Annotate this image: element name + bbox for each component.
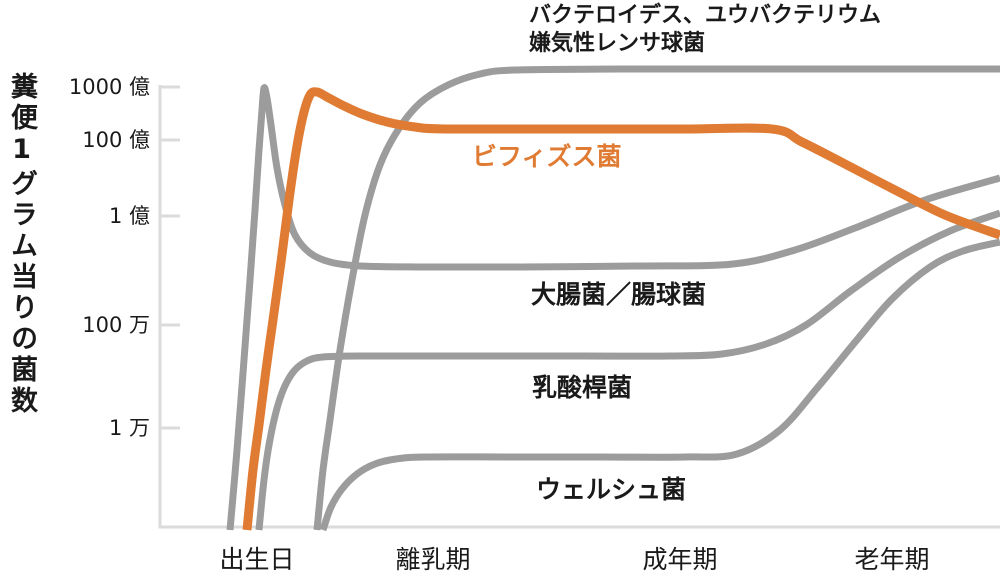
x-label-weaning: 離乳期 <box>395 545 471 574</box>
y-tick-label-1oku: 1 億 <box>108 204 150 228</box>
y-axis-title: 糞便1グラム当りの菌数 <box>6 72 37 417</box>
y-tick-label-100man: 100 万 <box>82 313 150 337</box>
series-label-ecoli: 大腸菌／腸球菌 <box>531 280 706 309</box>
series-label-bifidus: ビフィズス菌 <box>472 142 622 171</box>
series-line-welchii <box>319 238 1000 532</box>
annotation-line: バクテロイデス、ユウバクテリウム <box>529 3 882 28</box>
annotation-line: 嫌気性レンサ球菌 <box>529 31 706 56</box>
annotation-line: 乳酸桿菌 <box>532 373 633 402</box>
series-label-lactobacilli: 乳酸桿菌 <box>532 373 632 402</box>
annotation-line: ビフィズス菌 <box>472 142 622 171</box>
series-line-bacteroides <box>313 65 1000 531</box>
x-label-adulthood: 成年期 <box>642 545 718 574</box>
annotation-line: 大腸菌／腸球菌 <box>531 280 707 309</box>
y-tick-label-1man: 1 万 <box>108 416 150 440</box>
x-label-birth: 出生日 <box>219 545 295 574</box>
series-line-ecoli-enterococci <box>226 84 1000 531</box>
series-line-lactobacilli <box>255 209 1000 531</box>
annotation-line: ウェルシュ菌 <box>536 475 687 504</box>
series-label-welchii: ウェルシュ菌 <box>536 475 686 504</box>
series-line-bifidus <box>242 87 1000 531</box>
y-tick-label-1000oku: 1000 億 <box>68 75 150 99</box>
series-label-bacteroides: バクテロイデス、ユウバクテリウム 嫌気性レンサ球菌 <box>529 2 881 58</box>
y-tick-label-100oku: 100 億 <box>82 128 150 152</box>
axis-lines <box>158 85 1000 529</box>
x-label-oldage: 老年期 <box>854 545 930 574</box>
